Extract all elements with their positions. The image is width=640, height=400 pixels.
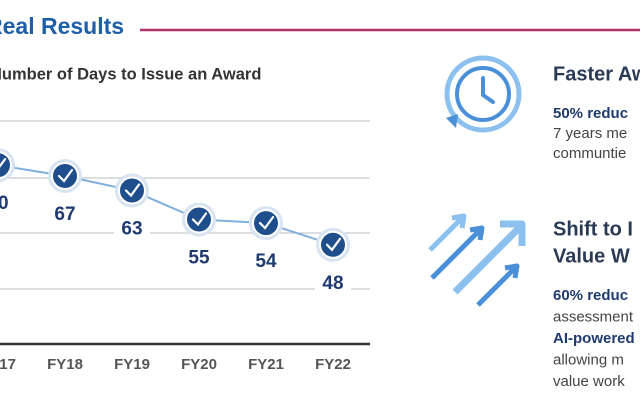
- x-tick-label: FY18: [47, 356, 83, 373]
- panel-text: 60% reduc: [553, 287, 628, 304]
- label-bg: [47, 202, 83, 227]
- section-title: Real Results: [0, 13, 124, 39]
- marker-check: [124, 183, 141, 198]
- marker-dot: [319, 230, 347, 259]
- marker-check: [191, 212, 208, 227]
- x-tick-label: FY20: [181, 356, 217, 373]
- value-label: 70: [0, 193, 9, 214]
- panel-text: communtie: [553, 145, 626, 162]
- value-label: 54: [255, 251, 277, 272]
- marker-check: [0, 158, 7, 168]
- x-tick-label: FY21: [248, 356, 284, 373]
- clock-icon: [444, 55, 522, 133]
- value-label: 67: [54, 204, 75, 225]
- marker-dot: [51, 162, 79, 191]
- panel-title: Shift to I: [553, 218, 633, 240]
- label-bg: [315, 270, 351, 295]
- marker: [115, 173, 149, 208]
- value-label: 55: [188, 247, 210, 268]
- x-tick-label: FY17: [0, 356, 16, 373]
- marker-dot: [252, 209, 280, 238]
- label-bg: [114, 216, 150, 241]
- x-tick-label: FY22: [315, 356, 351, 373]
- chart-title: Number of Days to Issue an Award: [0, 65, 261, 83]
- value-label: 63: [121, 219, 142, 240]
- marker-check: [57, 168, 74, 183]
- marker: [48, 159, 82, 194]
- panel-text: value work: [553, 373, 625, 390]
- marker-check: [325, 237, 342, 252]
- label-bg: [181, 245, 217, 270]
- marker-check: [258, 215, 275, 230]
- x-tick-label: FY19: [114, 356, 150, 373]
- arrows-icon: [428, 213, 526, 307]
- label-bg: [0, 191, 16, 216]
- marker: [249, 206, 283, 241]
- marker-dot: [0, 151, 12, 180]
- panel-text: AI-powered: [553, 330, 635, 347]
- panel-title: Value W: [553, 245, 630, 267]
- panel-text: assessment: [553, 308, 634, 325]
- panel-text: 50% reduc: [553, 105, 628, 122]
- marker: [316, 227, 350, 262]
- marker: [0, 148, 15, 183]
- value-label: 48: [322, 273, 343, 294]
- marker-dot: [118, 176, 146, 205]
- panel-title: Faster Aw: [553, 63, 640, 85]
- panel-text: 7 years me: [553, 125, 627, 142]
- panel-text: allowing m: [553, 351, 624, 368]
- marker-dot: [185, 205, 213, 234]
- label-bg: [248, 249, 284, 274]
- marker: [182, 202, 216, 237]
